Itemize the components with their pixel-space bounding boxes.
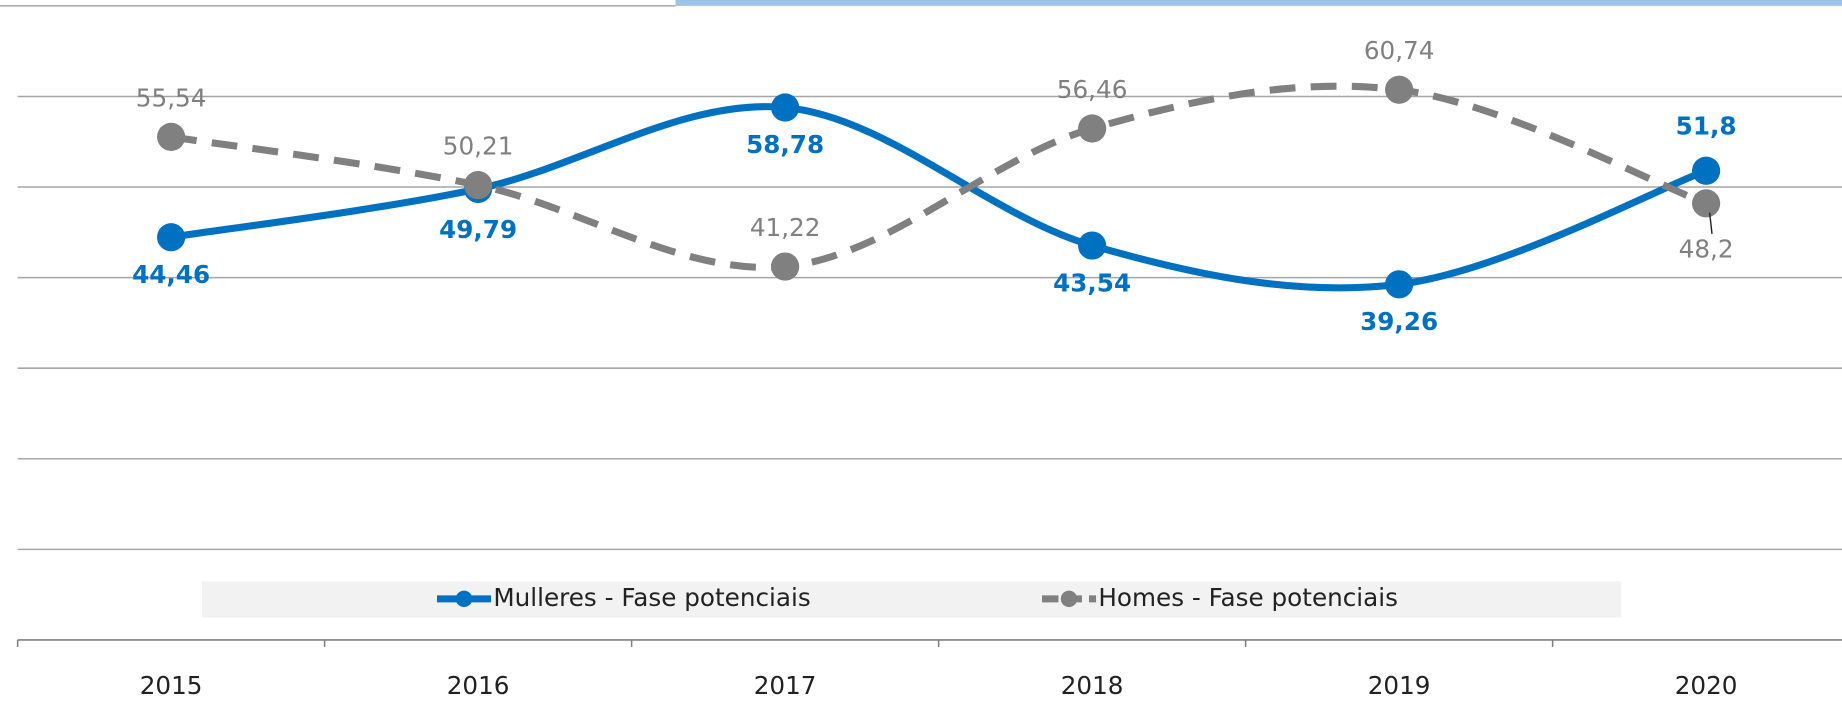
leader-line [1708, 212, 1713, 234]
data-label: 44,46 [132, 260, 210, 289]
x-tick-label: 2015 [140, 671, 203, 700]
point [1692, 156, 1721, 185]
data-label: 39,26 [1360, 307, 1438, 336]
data-label: 48,2 [1679, 234, 1734, 263]
point [771, 252, 800, 281]
data-label: 50,21 [443, 132, 514, 161]
data-label: 60,74 [1364, 36, 1435, 65]
point [464, 171, 493, 200]
data-label: 56,46 [1057, 75, 1128, 104]
legend-box [202, 581, 1622, 618]
data-label: 49,79 [439, 215, 517, 244]
data-label: 43,54 [1053, 268, 1131, 297]
top-band [675, 0, 1842, 6]
data-label: 41,22 [750, 213, 821, 242]
point [1078, 231, 1107, 260]
series-line [167, 103, 1710, 292]
legend-marker [1060, 590, 1078, 608]
legend-marker [455, 590, 473, 608]
legend-label: Mulleres - Fase potenciais [493, 583, 810, 612]
data-label: 55,54 [136, 83, 207, 112]
data-label: 58,78 [746, 130, 824, 159]
data-label: 51,8 [1676, 111, 1737, 140]
point [157, 122, 186, 151]
series-line [170, 82, 1708, 271]
point [771, 93, 800, 122]
legend-label: Homes - Fase potenciais [1098, 583, 1398, 612]
x-tick-label: 2016 [447, 671, 510, 700]
point [1385, 270, 1414, 299]
x-tick-label: 2020 [1675, 671, 1738, 700]
point [1385, 75, 1414, 104]
x-tick-label: 2017 [754, 671, 817, 700]
point [157, 223, 186, 252]
x-tick-label: 2019 [1368, 671, 1431, 700]
point [1692, 189, 1721, 218]
x-tick-label: 2018 [1061, 671, 1124, 700]
point [1078, 114, 1107, 143]
